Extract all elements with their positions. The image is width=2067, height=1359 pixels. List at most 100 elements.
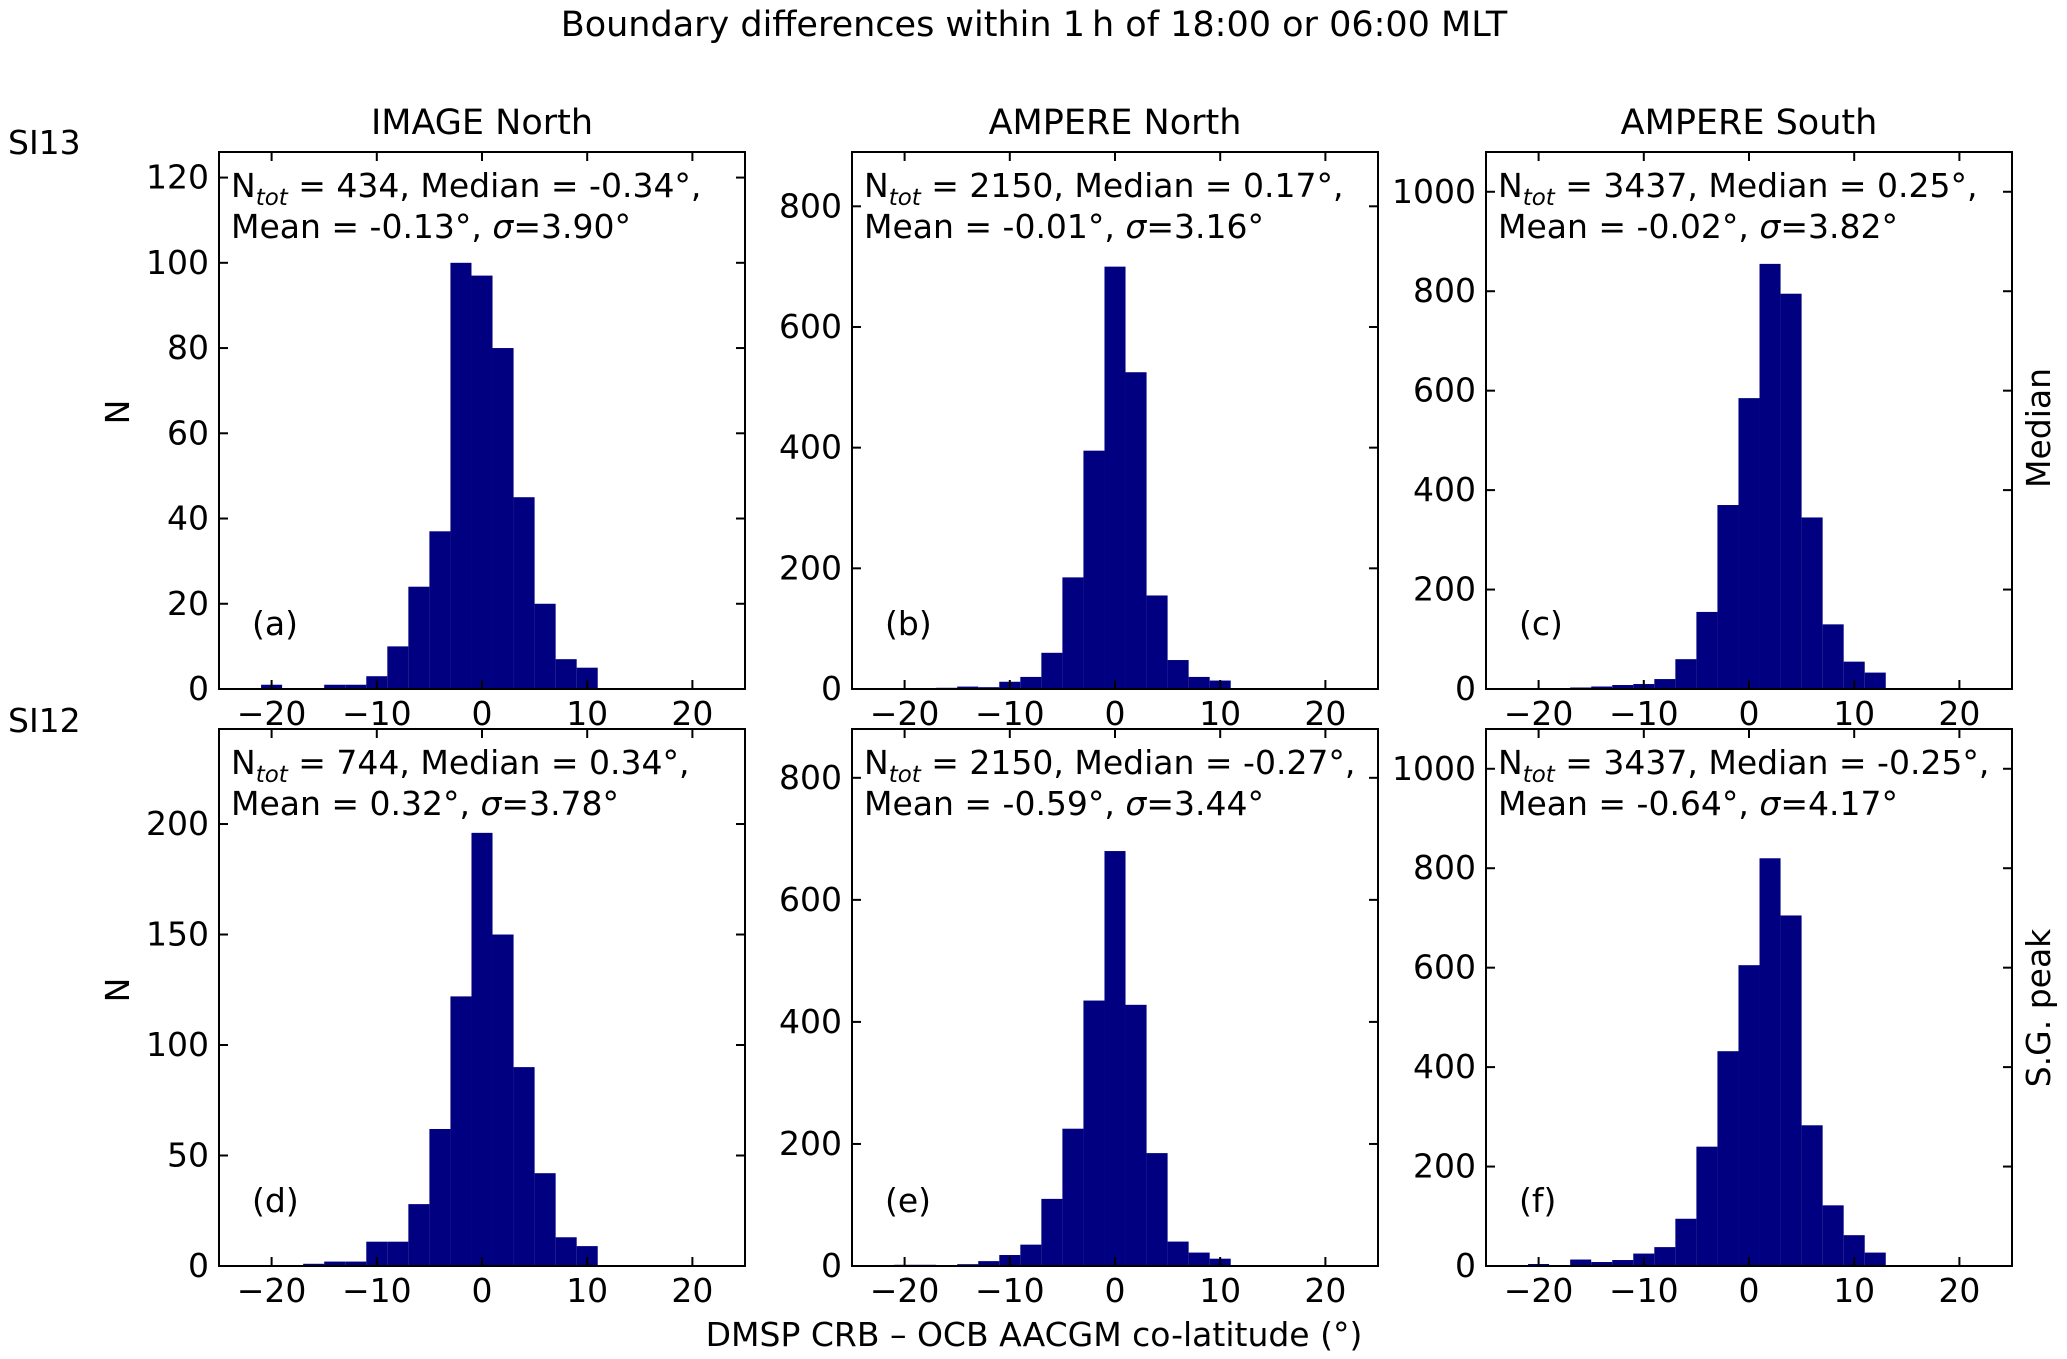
histogram-bar bbox=[1083, 450, 1105, 689]
y-tick-label: 200 bbox=[779, 1124, 842, 1163]
y-tick-label: 800 bbox=[779, 186, 842, 225]
histogram-bar bbox=[555, 659, 577, 689]
histogram-bar bbox=[1083, 1000, 1105, 1266]
plot-frame bbox=[1485, 151, 2013, 690]
stats-line-1: Ntot = 2150, Median = 0.17°, bbox=[864, 166, 1344, 211]
row-label-si13: SI13 bbox=[8, 123, 81, 162]
y-tick-label: 800 bbox=[1413, 271, 1476, 310]
histogram-bar bbox=[978, 1261, 1000, 1266]
histogram-bar bbox=[1675, 659, 1697, 689]
histogram-bar bbox=[492, 348, 514, 689]
x-axis-label: DMSP CRB – OCB AACGM co-latitude (°) bbox=[706, 1315, 1363, 1354]
y-tick-label: 200 bbox=[1413, 570, 1476, 609]
histogram-bar bbox=[1864, 672, 1886, 689]
histogram-bar bbox=[450, 262, 472, 689]
x-tick-label: 10 bbox=[1833, 694, 1875, 733]
histogram-bar bbox=[345, 1261, 367, 1266]
x-tick-label: −20 bbox=[237, 1271, 307, 1310]
histogram-bar bbox=[1020, 1244, 1042, 1266]
y-tick-label: 800 bbox=[779, 758, 842, 797]
plot-frame bbox=[1485, 728, 2013, 1267]
panel-a: IMAGE North −20 −10 0 10 20 0 20 40 60 80 100 120 N… bbox=[146, 103, 746, 733]
histogram-bar bbox=[1125, 372, 1147, 689]
histogram-bar bbox=[429, 1128, 451, 1266]
y-tick-label: 0 bbox=[821, 1246, 842, 1285]
panel-title: IMAGE North bbox=[371, 103, 593, 143]
x-tick-label: 0 bbox=[472, 1271, 493, 1310]
panel-title: AMPERE North bbox=[989, 103, 1242, 143]
histogram-bar bbox=[471, 275, 493, 689]
histogram-bar bbox=[324, 684, 346, 689]
histogram-bar bbox=[1654, 679, 1676, 689]
stats-line-1: Ntot = 744, Median = 0.34°, bbox=[231, 743, 690, 788]
y-tick-label: 600 bbox=[1413, 948, 1476, 987]
plot-frame bbox=[218, 728, 746, 1267]
histogram-bar bbox=[387, 1241, 409, 1266]
histogram-bar bbox=[1843, 1235, 1865, 1266]
x-tick-label: −10 bbox=[975, 694, 1045, 733]
figure-title: Boundary differences within 1 h of 18:00… bbox=[561, 5, 1508, 45]
panel-letter: (c) bbox=[1519, 604, 1563, 643]
x-tick-label: 0 bbox=[1739, 1271, 1760, 1310]
histogram-bar bbox=[1125, 1004, 1147, 1266]
histogram-bar bbox=[1104, 266, 1126, 689]
x-tick-label: 20 bbox=[1304, 1271, 1346, 1310]
x-tick-label: −10 bbox=[1609, 694, 1679, 733]
x-tick-label: 10 bbox=[1833, 1271, 1875, 1310]
stats-line-2: Mean = -0.64°, σ=4.17° bbox=[1498, 784, 1898, 823]
x-tick-label: −20 bbox=[870, 694, 940, 733]
histogram-bar bbox=[1696, 611, 1718, 689]
y-tick-label: 200 bbox=[146, 804, 209, 843]
x-tick-label: 20 bbox=[1304, 694, 1346, 733]
histogram-bar bbox=[450, 996, 472, 1266]
y-tick-label: 1000 bbox=[1392, 749, 1476, 788]
x-tick-label: 10 bbox=[1199, 1271, 1241, 1310]
stats-line-1: Ntot = 3437, Median = 0.25°, bbox=[1498, 166, 1978, 211]
histogram-bar bbox=[1041, 1198, 1063, 1267]
histogram-bar bbox=[1822, 624, 1844, 689]
stats-line-2: Mean = 0.32°, σ=3.78° bbox=[231, 784, 619, 823]
x-tick-label: −10 bbox=[342, 694, 412, 733]
stats-line-2: Mean = -0.59°, σ=3.44° bbox=[864, 784, 1264, 823]
y-tick-label: 100 bbox=[146, 243, 209, 282]
panel-letter: (d) bbox=[252, 1181, 299, 1220]
y-tick-label: 200 bbox=[1413, 1147, 1476, 1186]
panel-letter: (f) bbox=[1519, 1181, 1556, 1220]
histogram-bars bbox=[936, 266, 1231, 689]
histogram-bar bbox=[957, 686, 979, 689]
panel-letter: (e) bbox=[885, 1181, 931, 1220]
panel-letter: (a) bbox=[252, 604, 298, 643]
y-axis-label-top: N bbox=[98, 400, 137, 425]
histogram-bar bbox=[1591, 1262, 1613, 1266]
histogram-bars bbox=[1528, 858, 1886, 1266]
histogram-bars bbox=[261, 262, 598, 689]
x-tick-label: 0 bbox=[1105, 1271, 1126, 1310]
histogram-bar bbox=[1822, 1205, 1844, 1266]
y-tick-label: 0 bbox=[821, 669, 842, 708]
x-tick-label: 10 bbox=[1199, 694, 1241, 733]
histogram-bar bbox=[534, 603, 556, 689]
x-tick-label: 20 bbox=[1938, 694, 1980, 733]
x-tick-label: 20 bbox=[1938, 1271, 1980, 1310]
histogram-bar bbox=[1612, 685, 1634, 689]
histogram-bar bbox=[1612, 1260, 1634, 1266]
histogram-bar bbox=[1843, 661, 1865, 689]
histogram-bar bbox=[1675, 1218, 1697, 1266]
plot-frame bbox=[218, 151, 746, 690]
histogram-bar bbox=[576, 667, 598, 689]
histogram-bar bbox=[429, 531, 451, 689]
y-tick-label: 200 bbox=[779, 548, 842, 587]
y-tick-label: 0 bbox=[1455, 1246, 1476, 1285]
histogram-bar bbox=[1738, 398, 1760, 690]
y-tick-label: 600 bbox=[779, 880, 842, 919]
histogram-bar bbox=[408, 586, 430, 689]
histogram-bar bbox=[1062, 1128, 1084, 1266]
y-axis-label-bottom: N bbox=[98, 978, 137, 1003]
y-tick-label: 1000 bbox=[1392, 172, 1476, 211]
